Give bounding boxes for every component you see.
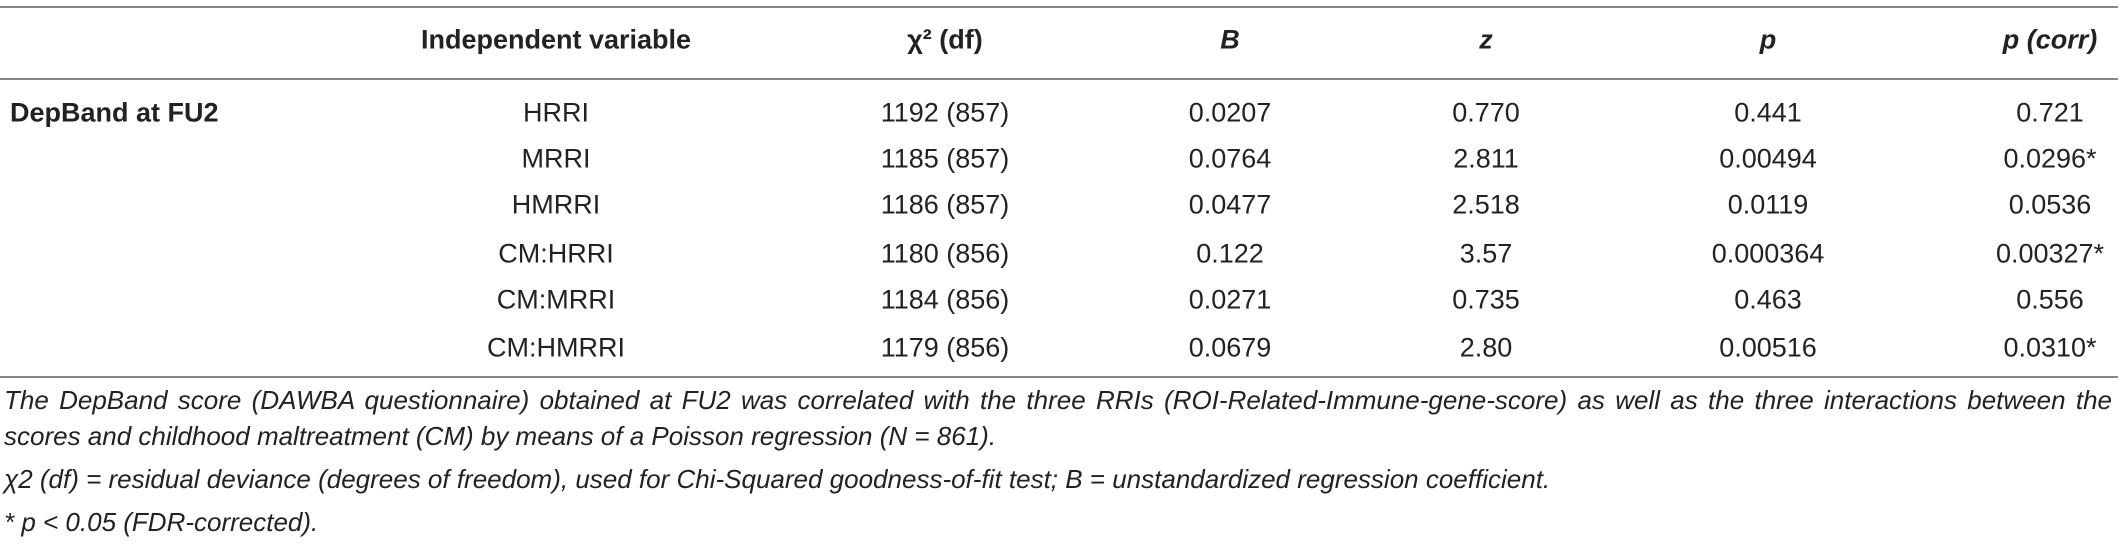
table-cell: 0.0310* [2003,332,2097,363]
table-cell: HRRI [523,97,589,128]
column-header: p (corr) [2002,24,2098,55]
table-cell: 2.811 [1453,143,1519,174]
table-cell: 1192 (857) [880,97,1010,128]
column-header: Independent variable [420,24,692,55]
table-cell: 0.770 [1452,97,1520,128]
note: χ2 (df) = residual deviance (degrees of … [4,464,1551,494]
table-cell: 0.0679 [1188,332,1272,363]
note: The DepBand score (DAWBA questionnaire) … [4,385,2112,451]
table-cell: 0.122 [1196,238,1264,269]
table-cell: 3.57 [1459,238,1513,269]
table-cell: 0.0271 [1188,284,1272,315]
table-cell: 0.735 [1452,284,1520,315]
table-cell: CM:MRRI [496,284,616,315]
column-header: χ² (df) [907,24,983,55]
table-cell: 0.000364 [1711,238,1825,269]
table-cell: 0.00516 [1719,332,1817,363]
table-cell: HMRRI [511,189,601,220]
table-cell: 0.441 [1734,97,1802,128]
table-cell: 1186 (857) [880,189,1010,220]
table-cell: 1180 (856) [880,238,1010,269]
table-cell: 0.0119 [1727,189,1809,220]
table-cell: 0.0207 [1188,97,1272,128]
table-cell: 0.721 [2016,97,2084,128]
table-cell: CM:HMRRI [487,332,625,363]
bottom-rule [0,376,2118,378]
header-rule [0,78,2118,80]
column-header: z [1479,24,1493,55]
column-header: p [1759,24,1777,55]
table-cell: 0.0296* [2003,143,2097,174]
table-cell: 1184 (856) [880,284,1010,315]
note: * p < 0.05 (FDR-corrected). [4,507,319,537]
table-cell: 0.00494 [1719,143,1817,174]
table-cell: 0.0536 [2008,189,2092,220]
table-notes: The DepBand score (DAWBA questionnaire) … [4,382,2112,547]
table-cell: 0.0477 [1188,189,1272,220]
table-cell: CM:HRRI [498,238,614,269]
column-header: B [1220,24,1240,55]
table-cell: 0.556 [2016,284,2084,315]
table-cell: 2.80 [1459,332,1513,363]
table-cell: 0.0764 [1188,143,1272,174]
table-cell: 0.463 [1734,284,1802,315]
table-cell: MRRI [521,143,591,174]
table-cell: 1179 (856) [880,332,1010,363]
group-label: DepBand at FU2 [10,97,219,128]
table-cell: 0.00327* [1995,238,2105,269]
table-cell: 1185 (857) [880,143,1010,174]
table-cell: 2.518 [1452,189,1520,220]
top-rule [0,6,2118,8]
